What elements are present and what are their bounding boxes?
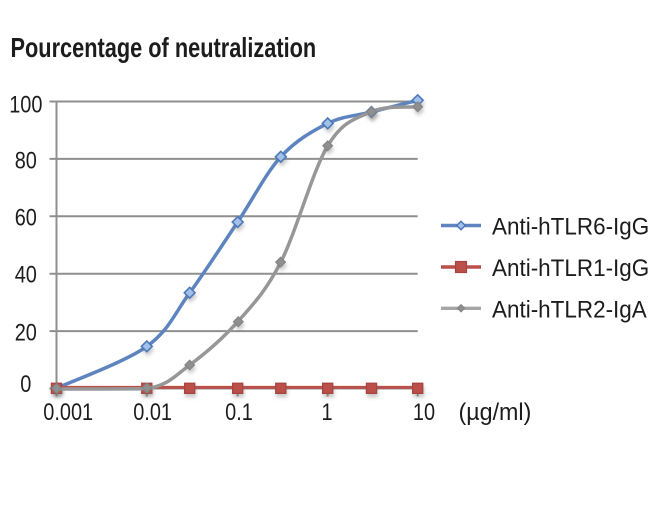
svg-text:Anti-hTLR6-IgG: Anti-hTLR6-IgG [492, 213, 649, 240]
svg-text:0.1: 0.1 [225, 398, 253, 425]
svg-text:100: 100 [9, 91, 42, 118]
svg-text:0.001: 0.001 [43, 398, 93, 425]
svg-text:0.01: 0.01 [133, 398, 172, 425]
svg-text:(µg/ml): (µg/ml) [459, 400, 532, 426]
svg-text:80: 80 [15, 147, 37, 174]
svg-text:Pourcentage of neutralization: Pourcentage of neutralization [11, 32, 317, 63]
svg-text:10: 10 [413, 398, 435, 425]
svg-text:Anti-hTLR2-IgA: Anti-hTLR2-IgA [492, 296, 647, 323]
svg-text:20: 20 [15, 319, 37, 346]
svg-text:60: 60 [15, 204, 37, 231]
svg-text:1: 1 [321, 398, 332, 425]
svg-text:40: 40 [15, 261, 37, 288]
svg-text:Anti-hTLR1-IgG: Anti-hTLR1-IgG [492, 254, 649, 281]
svg-text:0: 0 [20, 370, 31, 397]
